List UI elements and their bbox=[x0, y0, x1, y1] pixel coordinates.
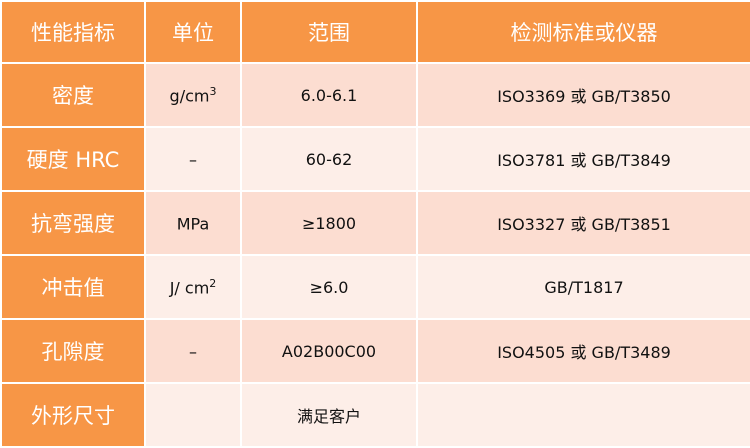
property-cell: 孔隙度 bbox=[0, 318, 146, 384]
header-property: 性能指标 bbox=[0, 0, 146, 64]
table-row: 冲击值 J/ cm2 ≥6.0 GB/T1817 bbox=[0, 254, 750, 320]
unit-text: – bbox=[189, 150, 197, 170]
standard-cell bbox=[416, 382, 750, 448]
standard-cell: ISO3781 或 GB/T3849 bbox=[416, 126, 750, 192]
property-cell: 抗弯强度 bbox=[0, 190, 146, 256]
table-row: 抗弯强度 MPa ≥1800 ISO3327 或 GB/T3851 bbox=[0, 190, 750, 256]
range-cell: 满足客户 bbox=[240, 382, 418, 448]
range-cell: 60-62 bbox=[240, 126, 418, 192]
unit-text: MPa bbox=[176, 214, 210, 234]
header-range: 范围 bbox=[240, 0, 418, 64]
unit-cell: MPa bbox=[144, 190, 242, 256]
unit-cell: – bbox=[144, 126, 242, 192]
unit-text: g/cm bbox=[169, 86, 210, 106]
table-row: 硬度 HRC – 60-62 ISO3781 或 GB/T3849 bbox=[0, 126, 750, 192]
table-row: 孔隙度 – A02B00C00 ISO4505 或 GB/T3489 bbox=[0, 318, 750, 384]
property-cell: 密度 bbox=[0, 62, 146, 128]
header-standard: 检测标准或仪器 bbox=[416, 0, 750, 64]
standard-cell: ISO4505 或 GB/T3489 bbox=[416, 318, 750, 384]
unit-cell: – bbox=[144, 318, 242, 384]
unit-cell: g/cm3 bbox=[144, 62, 242, 128]
property-cell: 外形尺寸 bbox=[0, 382, 146, 448]
unit-cell bbox=[144, 382, 242, 448]
range-cell: 6.0-6.1 bbox=[240, 62, 418, 128]
property-cell: 冲击值 bbox=[0, 254, 146, 320]
standard-cell: ISO3327 或 GB/T3851 bbox=[416, 190, 750, 256]
standard-cell: GB/T1817 bbox=[416, 254, 750, 320]
range-cell: A02B00C00 bbox=[240, 318, 418, 384]
range-cell: ≥6.0 bbox=[240, 254, 418, 320]
property-cell: 硬度 HRC bbox=[0, 126, 146, 192]
unit-text: J/ cm bbox=[169, 278, 210, 298]
header-row: 性能指标 单位 范围 检测标准或仪器 bbox=[0, 0, 750, 64]
table-row: 密度 g/cm3 6.0-6.1 ISO3369 或 GB/T3850 bbox=[0, 62, 750, 128]
standard-cell: ISO3369 或 GB/T3850 bbox=[416, 62, 750, 128]
range-cell: ≥1800 bbox=[240, 190, 418, 256]
unit-superscript: 2 bbox=[209, 276, 217, 290]
unit-text: – bbox=[189, 342, 197, 362]
header-unit: 单位 bbox=[144, 0, 242, 64]
unit-cell: J/ cm2 bbox=[144, 254, 242, 320]
unit-superscript: 3 bbox=[209, 84, 217, 98]
table-row: 外形尺寸 满足客户 bbox=[0, 382, 750, 448]
